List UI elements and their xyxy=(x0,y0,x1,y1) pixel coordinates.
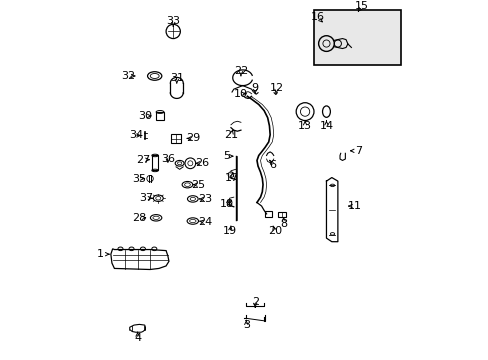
Text: 23: 23 xyxy=(198,194,212,204)
Text: 13: 13 xyxy=(298,121,311,131)
Bar xyxy=(313,10,401,65)
Text: 37: 37 xyxy=(139,193,153,203)
Text: 25: 25 xyxy=(191,180,205,190)
Text: 30: 30 xyxy=(138,111,151,121)
Text: 26: 26 xyxy=(194,158,208,168)
Text: 22: 22 xyxy=(233,66,247,76)
Text: 14: 14 xyxy=(319,121,333,131)
Text: 28: 28 xyxy=(132,213,146,223)
Text: 15: 15 xyxy=(354,1,368,12)
Text: 33: 33 xyxy=(166,16,180,26)
Text: 35: 35 xyxy=(132,174,146,184)
Polygon shape xyxy=(111,249,168,270)
Text: 12: 12 xyxy=(269,84,283,94)
Text: 17: 17 xyxy=(224,172,239,183)
Text: 20: 20 xyxy=(267,226,281,236)
Text: 29: 29 xyxy=(185,133,200,143)
Text: 7: 7 xyxy=(354,146,362,156)
Bar xyxy=(152,156,158,170)
Text: 34: 34 xyxy=(128,130,142,140)
Text: 32: 32 xyxy=(122,71,136,81)
Bar xyxy=(278,212,285,217)
Text: 31: 31 xyxy=(169,73,183,83)
Text: 1: 1 xyxy=(97,249,103,259)
Bar xyxy=(156,112,163,120)
Text: 6: 6 xyxy=(269,160,276,170)
Text: 5: 5 xyxy=(223,151,230,161)
Text: 27: 27 xyxy=(136,155,150,165)
Text: 36: 36 xyxy=(161,154,175,164)
Text: 18: 18 xyxy=(219,199,233,209)
Text: 11: 11 xyxy=(347,201,361,211)
Text: 19: 19 xyxy=(223,226,237,236)
Text: 4: 4 xyxy=(134,333,141,343)
Text: 21: 21 xyxy=(224,130,238,140)
Text: 2: 2 xyxy=(251,297,258,307)
Text: 3: 3 xyxy=(242,320,249,330)
Text: 9: 9 xyxy=(251,84,258,94)
Bar xyxy=(171,134,181,143)
Text: 10: 10 xyxy=(233,89,247,99)
Text: 8: 8 xyxy=(280,219,286,229)
Bar xyxy=(264,211,271,217)
Text: 24: 24 xyxy=(198,217,212,227)
Text: 16: 16 xyxy=(310,12,324,22)
